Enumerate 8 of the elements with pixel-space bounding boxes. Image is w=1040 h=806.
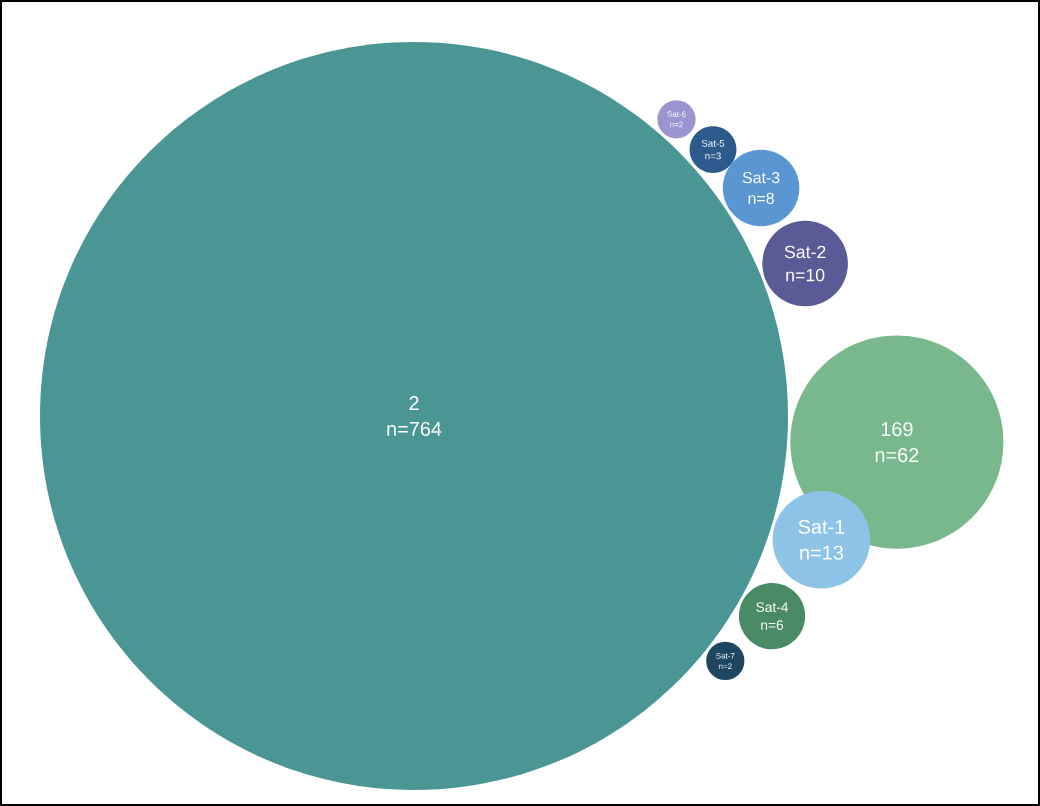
data-label: n=62 bbox=[875, 448, 919, 463]
category-label: 2 bbox=[409, 396, 419, 410]
category-label: 169 bbox=[881, 422, 913, 437]
data-label: n=13 bbox=[800, 545, 843, 560]
category-label: Sat-1 bbox=[798, 519, 845, 534]
data-label: n=764 bbox=[387, 421, 442, 436]
data-label: n=10 bbox=[786, 268, 825, 282]
category-label: Sat-2 bbox=[784, 245, 826, 259]
